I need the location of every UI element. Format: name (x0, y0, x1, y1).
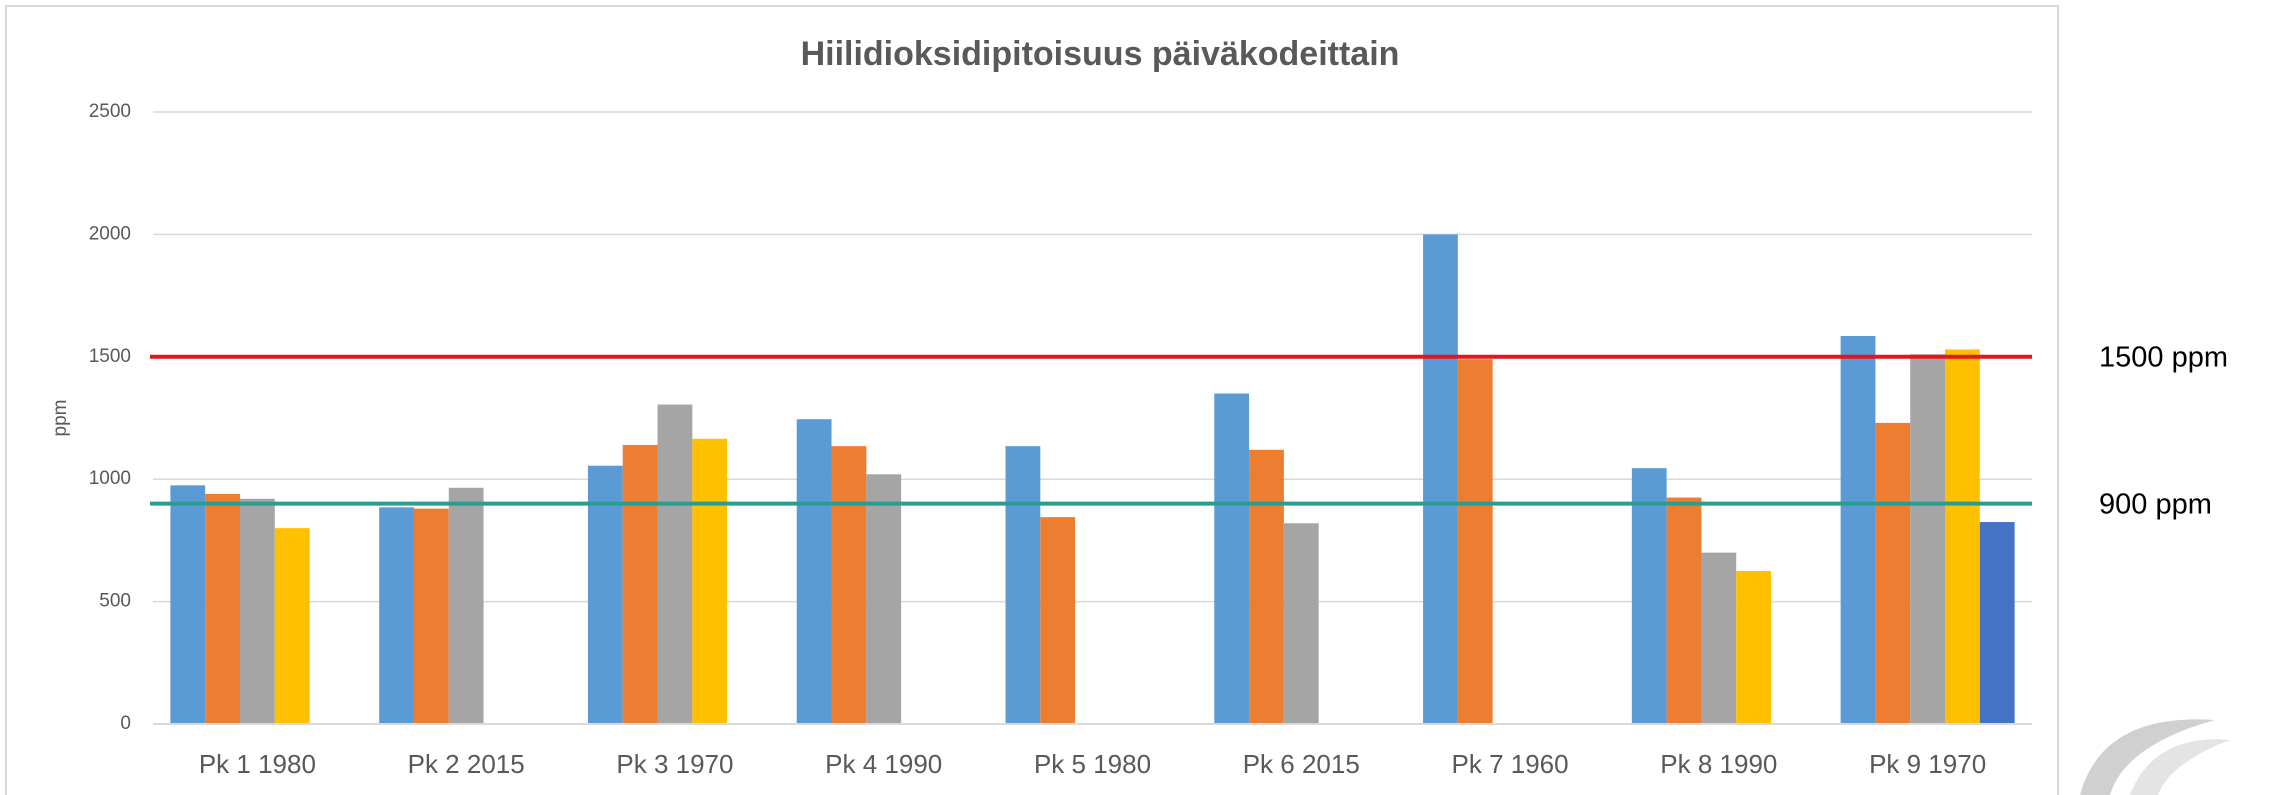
bar (1457, 359, 1493, 724)
bar (1910, 354, 1946, 724)
bar (1840, 335, 1876, 724)
x-tick-label: Pk 9 1970 (1869, 749, 1986, 779)
x-tick-label: Pk 2 2015 (408, 749, 525, 779)
bar (1736, 571, 1772, 724)
x-tick-label: Pk 4 1990 (825, 749, 942, 779)
bar (1701, 552, 1737, 724)
logo (2080, 719, 2230, 795)
y-tick-label: 1000 (89, 468, 131, 489)
x-tick-label: Pk 8 1990 (1660, 749, 1777, 779)
bar (205, 493, 240, 724)
y-tick-label: 500 (99, 591, 131, 612)
bar (657, 404, 693, 724)
bar (1005, 446, 1041, 724)
x-tick-label: Pk 1 1980 (199, 749, 316, 779)
x-tick-label: Pk 6 2015 (1243, 749, 1360, 779)
bar (1249, 449, 1284, 724)
bar (379, 507, 414, 724)
bar (1666, 497, 1702, 724)
reference-label: 900 ppm (2099, 488, 2212, 520)
bar (692, 438, 728, 724)
bar (1875, 422, 1911, 724)
bar (831, 446, 867, 724)
y-tick-label: 2500 (89, 101, 131, 122)
bar (1631, 468, 1667, 724)
x-tick-label: Pk 3 1970 (616, 749, 733, 779)
bar (1423, 234, 1458, 724)
bar (239, 498, 275, 724)
y-tick-label: 2000 (89, 223, 131, 244)
bar (413, 508, 449, 724)
y-tick-label: 0 (120, 713, 131, 734)
bar (1283, 523, 1319, 724)
bar (1945, 349, 1980, 724)
x-tick-label: Pk 7 1960 (1452, 749, 1569, 779)
bar (796, 419, 832, 724)
bar (866, 474, 902, 724)
y-axis-label: ppm (50, 400, 71, 437)
bar (622, 444, 658, 724)
reference-label: 1500 ppm (2099, 341, 2228, 373)
bar (448, 487, 484, 724)
bar (1214, 393, 1250, 724)
y-tick-label: 1500 (89, 346, 131, 367)
chart-title: Hiilidioksidipitoisuus päiväkodeittain (801, 35, 1400, 73)
x-tick-label: Pk 5 1980 (1034, 749, 1151, 779)
bar (587, 465, 623, 724)
bar (170, 485, 206, 724)
bar (1040, 517, 1076, 724)
bar (274, 528, 310, 724)
bar (1979, 522, 2015, 724)
